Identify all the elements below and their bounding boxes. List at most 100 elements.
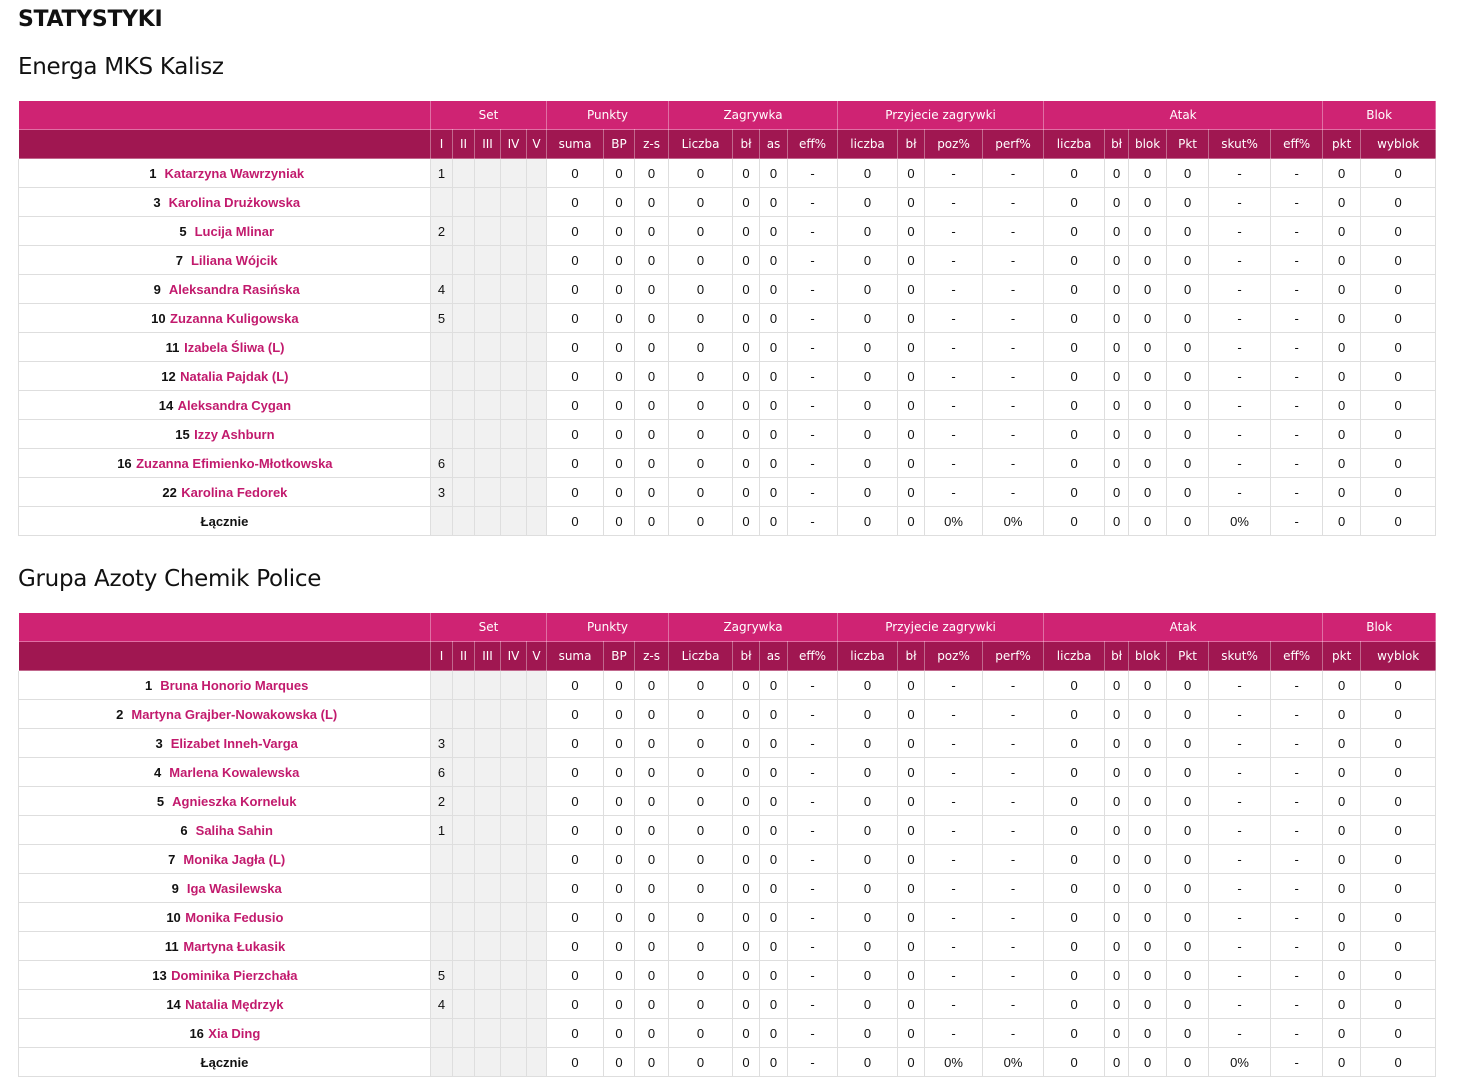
column-header-atak-2[interactable]: blok [1128, 641, 1168, 671]
column-header-przyjecie-0[interactable]: liczba [837, 129, 899, 159]
column-header-zagrywka-0[interactable]: Liczba [668, 129, 734, 159]
column-header-set-1[interactable]: II [452, 641, 475, 671]
set-cell [430, 506, 453, 536]
player-name-link[interactable]: Xia Ding [208, 1025, 261, 1041]
column-header-zagrywka-2[interactable]: as [759, 641, 789, 671]
player-name-link[interactable]: Izabela Śliwa (L) [184, 339, 285, 355]
stat-cell: 0 [897, 187, 926, 217]
player-name-link[interactable]: Izzy Ashburn [194, 426, 275, 442]
stat-cell: 0 [1128, 332, 1168, 362]
stat-cell: 0 [1166, 815, 1210, 845]
stat-cell: - [982, 844, 1045, 874]
stat-cell: - [924, 303, 984, 333]
column-header-punkty-1[interactable]: BP [603, 129, 636, 159]
stat-cell: 0 [1166, 245, 1210, 275]
set-cell [500, 1047, 527, 1077]
player-name-link[interactable]: Bruna Honorio Marques [160, 677, 309, 693]
column-header-przyjecie-3[interactable]: perf% [982, 641, 1045, 671]
column-header-przyjecie-1[interactable]: bł [897, 641, 926, 671]
column-header-przyjecie-0[interactable]: liczba [837, 641, 899, 671]
column-header-blok-0[interactable]: pkt [1322, 641, 1362, 671]
player-name-link[interactable]: Natalia Mędrzyk [185, 996, 284, 1012]
column-header-set-0[interactable]: I [430, 129, 453, 159]
stat-cell: - [982, 902, 1045, 932]
stat-cell: - [924, 844, 984, 874]
total-stat-cell: - [787, 1047, 839, 1077]
player-name-link[interactable]: Elizabet Inneh-Varga [170, 735, 298, 751]
set-cell [452, 274, 475, 304]
player-name-link[interactable]: Martyna Grajber-Nowakowska (L) [131, 706, 338, 722]
column-header-set-4[interactable]: V [525, 641, 548, 671]
column-header-punkty-2[interactable]: z-s [634, 641, 670, 671]
column-header-set-3[interactable]: IV [500, 641, 527, 671]
column-header-atak-0[interactable]: liczba [1043, 129, 1106, 159]
player-name-link[interactable]: Saliha Sahin [195, 822, 273, 838]
player-name-link[interactable]: Karolina Drużkowska [168, 194, 301, 210]
column-header-przyjecie-1[interactable]: bł [897, 129, 926, 159]
stat-cell: 0 [1104, 960, 1130, 990]
player-name-link[interactable]: Monika Jagła (L) [183, 851, 286, 867]
column-header-atak-0[interactable]: liczba [1043, 641, 1106, 671]
column-header-atak-1[interactable]: bł [1104, 641, 1130, 671]
column-header-punkty-2[interactable]: z-s [634, 129, 670, 159]
header-blank-cell [18, 612, 431, 642]
player-name-link[interactable]: Lucija Mlinar [194, 223, 275, 239]
column-header-przyjecie-3[interactable]: perf% [982, 129, 1045, 159]
player-name-link[interactable]: Martyna Łukasik [183, 938, 286, 954]
column-header-atak-4[interactable]: skut% [1208, 129, 1272, 159]
player-name-link[interactable]: Liliana Wójcik [190, 252, 278, 268]
column-header-zagrywka-0[interactable]: Liczba [668, 641, 734, 671]
column-header-set-1[interactable]: II [452, 129, 475, 159]
column-header-atak-5[interactable]: eff% [1270, 641, 1324, 671]
column-header-punkty-0[interactable]: suma [546, 129, 605, 159]
column-header-set-3[interactable]: IV [500, 129, 527, 159]
column-header-set-4[interactable]: V [525, 129, 548, 159]
column-header-przyjecie-2[interactable]: poz% [924, 641, 984, 671]
stat-cell: 0 [668, 815, 734, 845]
stat-cell: - [1208, 902, 1272, 932]
set-cell [430, 245, 453, 275]
player-name-link[interactable]: Dominika Pierzchała [171, 967, 298, 983]
player-name-link[interactable]: Aleksandra Cygan [177, 397, 292, 413]
stat-cell: 0 [1360, 902, 1437, 932]
column-header-atak-3[interactable]: Pkt [1166, 129, 1210, 159]
column-header-atak-5[interactable]: eff% [1270, 129, 1324, 159]
column-header-atak-2[interactable]: blok [1128, 129, 1168, 159]
stat-cell: - [924, 670, 984, 700]
column-header-set-2[interactable]: III [474, 641, 501, 671]
player-name-link[interactable]: Aleksandra Rasińska [168, 281, 300, 297]
column-header-blok-0[interactable]: pkt [1322, 129, 1362, 159]
column-header-blok-1[interactable]: wyblok [1360, 641, 1437, 671]
player-name-link[interactable]: Marlena Kowalewska [169, 764, 300, 780]
column-header-punkty-1[interactable]: BP [603, 641, 636, 671]
player-name-link[interactable]: Natalia Pajdak (L) [180, 368, 289, 384]
stat-cell: 0 [603, 902, 636, 932]
stat-cell: - [1270, 390, 1324, 420]
stat-cell: 0 [603, 303, 636, 333]
player-name-link[interactable]: Katarzyna Wawrzyniak [164, 165, 305, 181]
column-header-zagrywka-1[interactable]: bł [732, 129, 761, 159]
column-header-atak-4[interactable]: skut% [1208, 641, 1272, 671]
column-header-zagrywka-2[interactable]: as [759, 129, 789, 159]
column-header-punkty-0[interactable]: suma [546, 641, 605, 671]
player-name-link[interactable]: Iga Wasilewska [186, 880, 282, 896]
column-header-zagrywka-1[interactable]: bł [732, 641, 761, 671]
column-header-atak-1[interactable]: bł [1104, 129, 1130, 159]
player-name-link[interactable]: Monika Fedusio [185, 909, 284, 925]
player-name-link[interactable]: Agnieszka Korneluk [172, 793, 297, 809]
column-header-atak-3[interactable]: Pkt [1166, 641, 1210, 671]
column-header-set-2[interactable]: III [474, 129, 501, 159]
player-name-link[interactable]: Zuzanna Efimienko-Młotkowska [136, 455, 333, 471]
column-header-przyjecie-2[interactable]: poz% [924, 129, 984, 159]
column-header-set-0[interactable]: I [430, 641, 453, 671]
stat-cell: 0 [668, 332, 734, 362]
player-name-link[interactable]: Zuzanna Kuligowska [170, 310, 299, 326]
column-header-blok-1[interactable]: wyblok [1360, 129, 1437, 159]
stat-cell: 0 [1043, 960, 1106, 990]
stat-cell: 0 [1166, 844, 1210, 874]
player-name-link[interactable]: Karolina Fedorek [181, 484, 288, 500]
column-header-zagrywka-3[interactable]: eff% [787, 641, 839, 671]
column-header-zagrywka-3[interactable]: eff% [787, 129, 839, 159]
